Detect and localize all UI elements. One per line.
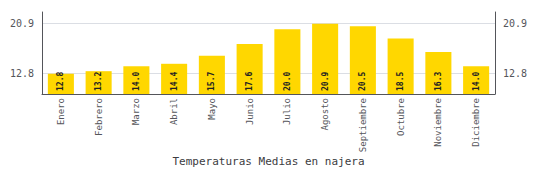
svg-text:14.4: 14.4 [170,72,179,91]
svg-text:Marzo: Marzo [131,98,141,125]
svg-text:Enero: Enero [56,98,66,125]
svg-text:12.8: 12.8 [503,68,527,79]
svg-text:13.2: 13.2 [94,72,103,91]
svg-text:20.9: 20.9 [503,18,527,29]
svg-text:Octubre: Octubre [396,98,406,136]
svg-text:20.0: 20.0 [283,72,292,91]
svg-text:14.0: 14.0 [472,72,481,91]
svg-text:Julio: Julio [282,98,292,125]
svg-text:12.8: 12.8 [10,68,34,79]
svg-text:16.3: 16.3 [434,72,443,91]
svg-text:20.9: 20.9 [10,18,34,29]
svg-text:20.9: 20.9 [321,72,330,91]
svg-text:Diciembre: Diciembre [471,98,481,147]
svg-text:15.7: 15.7 [207,72,216,91]
svg-text:12.8: 12.8 [56,72,65,91]
svg-text:Junio: Junio [245,98,255,125]
svg-text:Febrero: Febrero [94,98,104,136]
svg-text:20.5: 20.5 [358,72,367,91]
svg-text:14.0: 14.0 [132,72,141,91]
svg-text:Agosto: Agosto [320,98,330,131]
svg-text:Mayo: Mayo [207,98,217,120]
svg-text:Abril: Abril [169,98,179,125]
svg-text:Septiembre: Septiembre [358,98,368,152]
svg-text:Temperaturas Medias en najera: Temperaturas Medias en najera [172,155,364,168]
svg-text:17.6: 17.6 [245,72,254,91]
svg-text:18.5: 18.5 [396,72,405,91]
svg-text:Noviembre: Noviembre [433,98,443,147]
